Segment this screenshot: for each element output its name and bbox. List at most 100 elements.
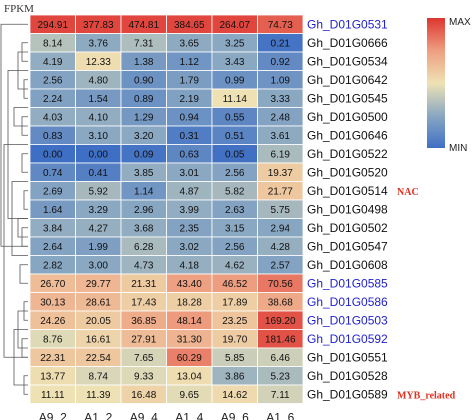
heatmap-cell-value: 28.61 [86, 297, 111, 308]
heatmap-cell-value: 384.65 [174, 20, 205, 31]
heatmap-cell-value: 5.23 [271, 371, 291, 382]
heatmap-cell-value: 3.15 [225, 223, 245, 234]
heatmap-cell-value: 0.74 [43, 168, 63, 179]
heatmap-cell-value: 2.94 [271, 223, 291, 234]
gene-label: Gh_D01G0528 [307, 369, 388, 383]
gene-label: Gh_D01G0522 [307, 147, 388, 161]
heatmap-cell-value: 38.68 [268, 297, 293, 308]
heatmap-cell-value: 17.89 [222, 297, 247, 308]
dendrogram-branch [23, 190, 28, 210]
heatmap-cell-value: 0.55 [225, 112, 245, 123]
heatmap-cell-value: 70.56 [268, 279, 293, 290]
heatmap-cell-value: 36.85 [131, 316, 156, 327]
heatmap-cell-value: 8.14 [43, 38, 63, 49]
heatmap-cell-value: 14.62 [222, 390, 247, 401]
legend-max-label: MAX [449, 17, 471, 28]
heatmap-cell-value: 22.31 [40, 353, 65, 364]
heatmap-cell-value: 3.25 [225, 38, 245, 49]
gene-label: Gh_D01G0589 [307, 387, 388, 401]
column-label: A1_2 [84, 411, 112, 420]
column-label: A9_4 [130, 411, 158, 420]
heatmap-cell-value: 264.07 [219, 20, 250, 31]
heatmap-cell-value: 7.65 [134, 353, 154, 364]
row-dendrogram [0, 23, 28, 395]
gene-label: Gh_D01G0592 [307, 332, 388, 346]
heatmap-cell-value: 21.77 [268, 186, 293, 197]
heatmap-cell-value: 11.39 [86, 390, 111, 401]
heatmap-cell-value: 0.00 [89, 149, 109, 160]
heatmap-cell-value: 7.11 [271, 390, 290, 401]
heatmap-cell-value: 13.77 [40, 371, 65, 382]
gene-label: Gh_D01G0502 [307, 221, 388, 235]
heatmap-cell-value: 30.13 [40, 297, 65, 308]
dendrogram-branch [3, 144, 28, 358]
gene-label: Gh_D01G0586 [307, 295, 388, 309]
heatmap-cell-value: 3.29 [89, 205, 109, 216]
heatmap-cell-value: 294.91 [37, 20, 68, 31]
heatmap-cell-value: 0.83 [43, 131, 63, 142]
heatmap-cell-value: 4.62 [225, 260, 245, 271]
dendrogram-branch [19, 264, 28, 284]
family-label: MYB_related [397, 390, 456, 401]
heatmap-cell-value: 0.89 [134, 94, 154, 105]
heatmap-cell-value: 0.51 [225, 131, 245, 142]
heatmap-cell-value: 23.25 [222, 316, 247, 327]
heatmap-cell-value: 3.01 [180, 168, 200, 179]
heatmap-cell-value: 0.09 [134, 149, 154, 160]
gene-label: Gh_D01G0547 [307, 239, 388, 253]
heatmap-cell-value: 1.12 [180, 57, 200, 68]
gene-label: Gh_D01G0520 [307, 165, 388, 179]
heatmap-cell-value: 6.46 [271, 353, 291, 364]
heatmap-cell-value: 19.70 [222, 334, 247, 345]
heatmap-cell-value: 27.91 [131, 334, 156, 345]
heatmap-cell-value: 1.54 [89, 94, 109, 105]
heatmap-cell-value: 2.19 [180, 94, 200, 105]
gene-label: Gh_D01G0646 [307, 128, 388, 142]
heatmap-cell-value: 0.90 [134, 75, 154, 86]
heatmap-cell-value: 5.85 [225, 353, 245, 364]
heatmap-cell-value: 3.65 [180, 38, 200, 49]
heatmap-cell-value: 0.63 [180, 149, 200, 160]
heatmap-cell-value: 4.80 [89, 75, 109, 86]
heatmap-cell-value: 2.56 [225, 168, 245, 179]
heatmap-cell-value: 7.31 [134, 38, 154, 49]
heatmap-cell-value: 48.14 [177, 316, 202, 327]
heatmap-cell-value: 0.05 [225, 149, 245, 160]
heatmap-cell-value: 3.00 [89, 260, 109, 271]
heatmap-cell-value: 2.63 [225, 205, 245, 216]
heatmap-cell-value: 0.00 [43, 149, 63, 160]
heatmap-cell-value: 18.28 [177, 297, 202, 308]
heatmap-cell-value: 2.48 [271, 112, 291, 123]
heatmap-cell-value: 4.27 [89, 223, 109, 234]
column-label: A9_6 [221, 411, 249, 420]
heatmap-cell-value: 1.14 [134, 186, 154, 197]
heatmap-cell-value: 6.19 [271, 149, 291, 160]
heatmap-cell-value: 5.92 [89, 186, 109, 197]
heatmap-cell-value: 3.20 [134, 131, 154, 142]
heatmap-cell-value: 474.81 [128, 20, 159, 31]
heatmap-cell-value: 19.37 [268, 168, 293, 179]
heatmap-cell-value: 8.76 [43, 334, 63, 345]
heatmap-cell-value: 2.35 [180, 223, 200, 234]
heatmap-cell-value: 3.43 [225, 57, 245, 68]
heatmap-cell-value: 1.64 [43, 205, 63, 216]
heatmap-cell-value: 4.10 [89, 112, 109, 123]
gene-labels: Gh_D01G0531 Gh_D01G0666 Gh_D01G0534 Gh_D01G… [307, 17, 388, 401]
heatmap-cell-value: 5.75 [271, 205, 291, 216]
heatmap-cell-value: 3.85 [134, 168, 154, 179]
dendrogram-branch [0, 23, 28, 247]
legend-min-label: MIN [449, 143, 467, 154]
column-label: A1_4 [175, 411, 203, 420]
column-label: A1_6 [266, 411, 294, 420]
heatmap-cells [29, 14, 304, 404]
heatmap-cell-value: 1.79 [180, 75, 200, 86]
heatmap-cell-value: 2.57 [271, 260, 291, 271]
column-label: A9_2 [39, 411, 67, 420]
heatmap-cell-value: 0.94 [180, 112, 200, 123]
heatmap-cell-value: 21.31 [131, 279, 156, 290]
gene-label: Gh_D01G0585 [307, 276, 388, 290]
heatmap-cell-value: 2.64 [43, 242, 63, 253]
heatmap-cell-value: 1.09 [271, 75, 291, 86]
